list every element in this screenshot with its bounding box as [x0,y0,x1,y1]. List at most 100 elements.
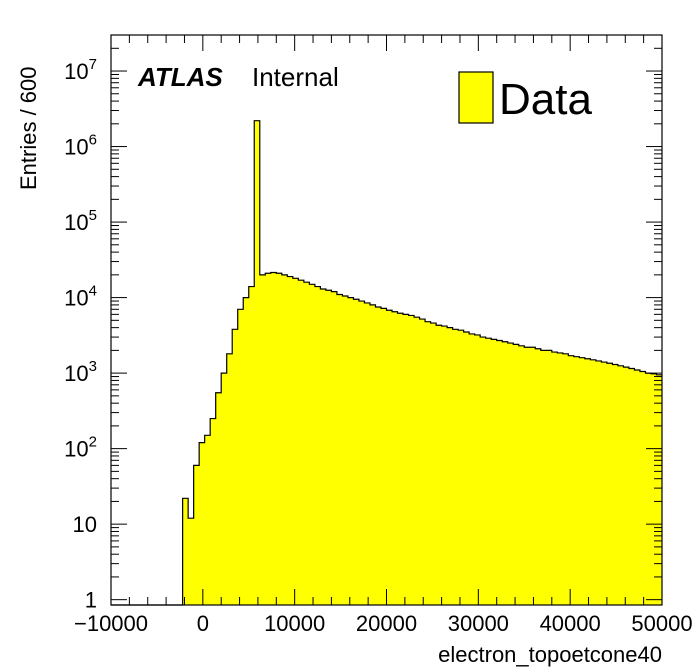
histogram-bar [237,309,244,605]
histogram-bar [502,341,509,605]
histogram-bar [364,302,371,605]
histogram-bar [336,294,343,605]
plot-frame [110,34,663,606]
y-tick-label: 106 [64,132,97,160]
histogram-bar [634,369,641,605]
histogram-bar [392,311,398,605]
histogram-bar [463,332,470,605]
histogram-bar [474,334,481,605]
histogram-bar [579,357,586,605]
histogram-bar [491,339,498,605]
histogram-bar [507,343,514,605]
histogram-bar [325,290,332,605]
histogram-bar [353,299,360,605]
histogram-bar [342,295,349,605]
y-tick-label: 104 [64,283,97,311]
histogram-bar [298,280,305,605]
histogram-bar [430,323,437,605]
histogram-bar [243,297,250,605]
x-tick-label: 0 [197,611,209,636]
y-tick-label: 103 [64,358,97,386]
histogram-bar [513,344,520,605]
histogram-bar [287,276,294,605]
histogram-bar [551,352,558,605]
histogram-bar [617,365,624,605]
histogram-bar [458,330,465,605]
histogram-bar [590,359,597,605]
y-axis-title: Entries / 600 [16,66,41,190]
histogram-bar [320,288,327,605]
histogram-bar [397,313,404,605]
histogram-bar [452,329,459,605]
histogram-bar [254,120,261,605]
histogram-bar [215,392,222,605]
histogram-bar [601,362,608,605]
histogram-bar [358,301,365,605]
x-tick-label: 40000 [540,611,601,636]
histogram-bar [380,308,387,605]
histogram-bar [314,286,321,605]
x-tick-label: 50000 [631,611,692,636]
histogram-bar [303,282,310,605]
histogram-bar [408,315,415,605]
histogram-bar [535,348,542,605]
histogram-bar [210,418,217,605]
histogram-bar [650,373,657,605]
histogram-bar [469,333,476,605]
histogram-bar [546,350,553,605]
histogram-bar [606,363,613,605]
histogram-bar [436,325,442,605]
histogram-bar [199,442,206,605]
histogram-bar [292,278,299,605]
histogram-bars [182,120,663,605]
histogram-bar [270,272,277,605]
histogram-outline [111,120,662,606]
histogram-bar [188,518,195,605]
histogram-bar [259,274,266,605]
x-axis-title: electron_topoetcone40 [438,642,662,667]
histogram-bar [612,364,619,605]
histogram-bar [573,356,580,605]
histogram-bar [441,326,448,605]
histogram-bar [232,329,239,605]
histogram-bar [221,373,228,605]
histogram-bar [347,297,354,605]
histogram-bar [375,307,382,605]
histogram-bar [524,347,531,605]
y-tick-label: 1 [85,588,97,613]
histogram-bar [386,310,393,605]
histogram-bar [628,368,635,605]
histogram-bar [645,373,652,605]
axis-ticks: −10000 0 10000 20000 30000 40000 50000 1 10 102 10… [64,34,693,636]
histogram-bar [557,352,564,605]
internal-label: Internal [252,62,339,92]
histogram-bar [309,284,316,605]
histogram-bar [281,274,288,605]
histogram-bar [595,360,602,605]
legend-label-data: Data [499,75,592,124]
histogram-bar [419,319,426,605]
histogram-bar [425,321,431,605]
histogram-bar [414,317,420,605]
x-tick-label: −10000 [74,611,148,636]
x-tick-label: 10000 [264,611,325,636]
legend-swatch-data [458,71,494,124]
histogram-bar [480,337,487,605]
histogram-bar [226,353,233,605]
histogram-bar [568,355,575,605]
legend: Data [458,71,592,124]
histogram-bar [447,327,454,605]
histogram-bar [562,353,569,605]
histogram-bar [584,358,591,605]
histogram-bar [529,347,536,605]
histogram-bar [496,340,503,605]
x-tick-label: 20000 [356,611,417,636]
y-tick-label: 105 [64,207,97,235]
atlas-label: ATLAS [137,62,223,92]
y-tick-label: 10 [73,512,97,537]
histogram-bar [540,350,547,605]
histogram-bar [485,338,492,605]
x-tick-label: 30000 [448,611,509,636]
histogram-bar [403,314,409,605]
